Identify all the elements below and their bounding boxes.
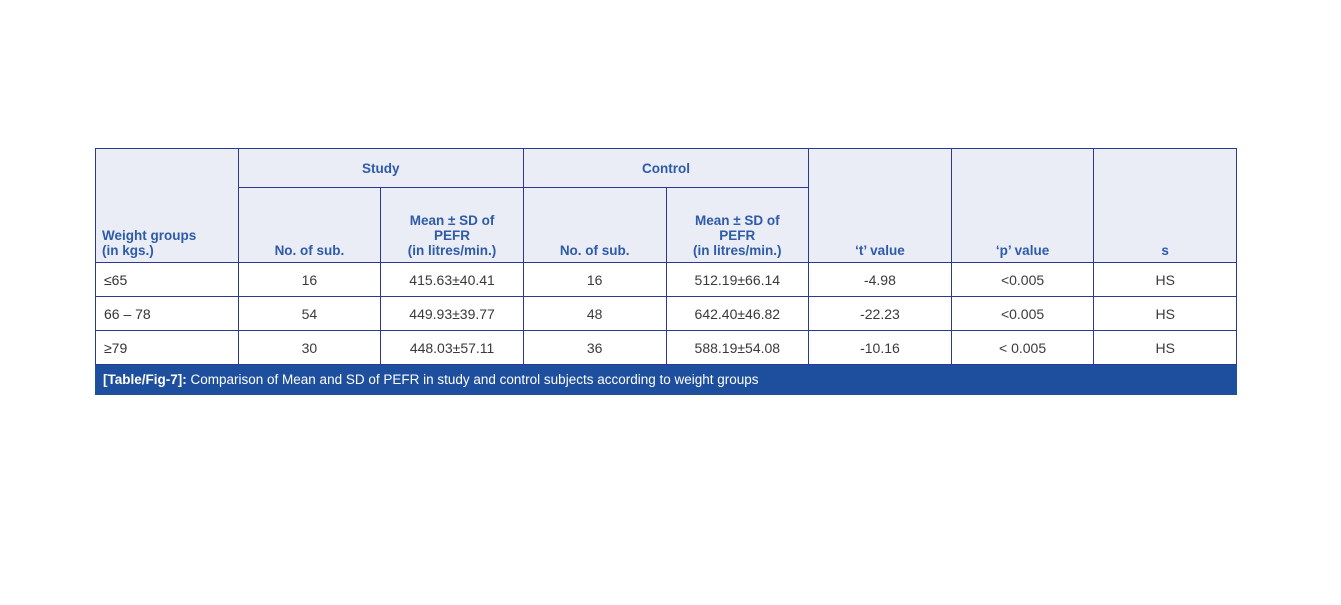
header-no-of-sub-control: No. of sub. — [522, 187, 667, 263]
cell-weight-group: ≥79 — [95, 330, 239, 365]
header-mean-sd-control: Mean ± SD of PEFR (in litres/min.) — [665, 187, 810, 263]
cell-mean-sd-study: 415.63±40.41 — [380, 262, 524, 297]
cell-p-value: <0.005 — [950, 296, 1095, 331]
cell-p-value: < 0.005 — [950, 330, 1095, 365]
header-group-study: Study — [237, 148, 524, 188]
pefr-weight-groups-table: Weight groups (in kgs.) Study Control ‘t… — [95, 148, 1237, 365]
caption-label: [Table/Fig-7]: — [103, 372, 187, 387]
table-caption: [Table/Fig-7]: Comparison of Mean and SD… — [95, 365, 1237, 395]
cell-t-value: -4.98 — [808, 262, 952, 297]
table-row: 66 – 78 54 449.93±39.77 48 642.40±46.82 … — [95, 296, 1237, 331]
table-row: ≥79 30 448.03±57.11 36 588.19±54.08 -10.… — [95, 330, 1237, 365]
header-weight-groups: Weight groups (in kgs.) — [95, 148, 239, 263]
figure-table-fig-7: Weight groups (in kgs.) Study Control ‘t… — [95, 148, 1237, 395]
cell-t-value: -22.23 — [808, 296, 952, 331]
cell-mean-sd-control: 642.40±46.82 — [665, 296, 810, 331]
cell-mean-sd-study: 449.93±39.77 — [380, 296, 524, 331]
cell-significance: HS — [1093, 330, 1237, 365]
header-mean-sd-study: Mean ± SD of PEFR (in litres/min.) — [380, 187, 524, 263]
cell-no-sub-control: 48 — [522, 296, 667, 331]
header-group-row: Weight groups (in kgs.) Study Control ‘t… — [95, 148, 1237, 263]
cell-weight-group: 66 – 78 — [95, 296, 239, 331]
cell-mean-sd-control: 512.19±66.14 — [665, 262, 810, 297]
header-t-value: ‘t’ value — [808, 148, 952, 263]
header-group-control: Control — [522, 148, 810, 188]
cell-no-sub-control: 16 — [522, 262, 667, 297]
cell-mean-sd-study: 448.03±57.11 — [380, 330, 524, 365]
cell-p-value: <0.005 — [950, 262, 1095, 297]
cell-no-sub-study: 30 — [237, 330, 382, 365]
cell-significance: HS — [1093, 262, 1237, 297]
caption-text: Comparison of Mean and SD of PEFR in stu… — [186, 372, 759, 387]
cell-mean-sd-control: 588.19±54.08 — [665, 330, 810, 365]
cell-t-value: -10.16 — [808, 330, 952, 365]
cell-no-sub-study: 16 — [237, 262, 382, 297]
cell-no-sub-control: 36 — [522, 330, 667, 365]
cell-weight-group: ≤65 — [95, 262, 239, 297]
table-row: ≤65 16 415.63±40.41 16 512.19±66.14 -4.9… — [95, 262, 1237, 297]
header-no-of-sub-study: No. of sub. — [237, 187, 382, 263]
header-significance: s — [1093, 148, 1237, 263]
cell-no-sub-study: 54 — [237, 296, 382, 331]
cell-significance: HS — [1093, 296, 1237, 331]
header-p-value: ‘p’ value — [950, 148, 1095, 263]
header-sub-row: No. of sub. Mean ± SD of PEFR (in litres… — [96, 187, 1237, 263]
